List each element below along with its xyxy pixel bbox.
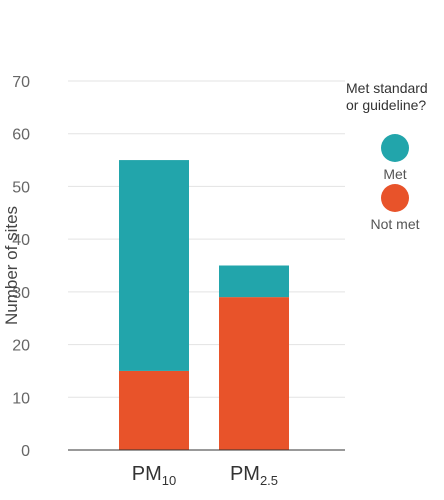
y-tick-label: 0 [21,443,30,460]
legend-title-line-1: Met standard [346,80,428,96]
legend-swatch-met [381,134,409,162]
legend: Met standard or guideline? Met Not met [346,80,444,232]
y-axis-title: Number of sites [2,206,21,325]
bar-segment-not-met [119,370,189,450]
legend-item-met: Met [346,134,444,182]
legend-item-not-met: Not met [346,184,444,232]
bar-stack-group [119,160,289,450]
legend-label-not-met: Not met [370,216,420,232]
y-tick-label: 30 [12,285,30,302]
y-axis-tick-labels: 0 10 20 30 40 50 60 70 [12,74,30,460]
bar-segment-met [219,265,289,298]
y-tick-label: 10 [12,390,30,407]
y-tick-label: 40 [12,232,30,249]
y-tick-label: 50 [12,179,30,196]
y-tick-label: 60 [12,127,30,144]
legend-title: Met standard or guideline? [346,80,444,114]
gridlines [68,80,345,398]
y-tick-label: 70 [12,74,30,91]
y-tick-label: 20 [12,338,30,355]
bar-segment-not-met [219,297,289,450]
x-axis-category-labels: PM10 PM2.5 [132,463,278,488]
x-category-label: PM2.5 [230,463,278,488]
legend-title-line-2: or guideline? [346,97,427,113]
legend-label-met: Met [383,166,407,182]
x-category-label: PM10 [132,463,176,488]
bar-segment-met [119,160,189,371]
legend-swatch-not-met [381,184,409,212]
